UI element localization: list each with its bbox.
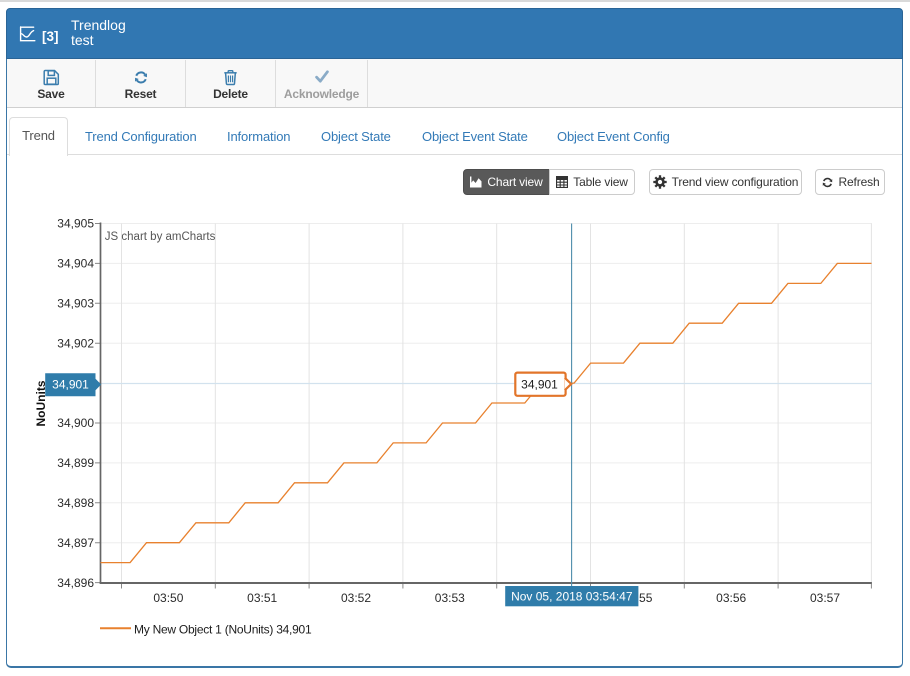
svg-text:NoUnits: NoUnits (34, 380, 48, 426)
svg-text:03:52: 03:52 (341, 591, 371, 605)
svg-text:34,905: 34,905 (57, 217, 94, 231)
svg-text:03:53: 03:53 (435, 591, 465, 605)
svg-text:JS chart by amCharts: JS chart by amCharts (105, 231, 216, 243)
svg-text:34,903: 34,903 (57, 297, 94, 311)
svg-text:03:56: 03:56 (716, 591, 746, 605)
svg-text:34,899: 34,899 (57, 456, 94, 470)
svg-text:34,901: 34,901 (52, 378, 89, 392)
svg-text:03:57: 03:57 (810, 591, 840, 605)
svg-text:34,898: 34,898 (57, 496, 94, 510)
svg-text:34,902: 34,902 (57, 336, 94, 350)
svg-text:03:51: 03:51 (247, 591, 277, 605)
svg-text:34,896: 34,896 (57, 576, 94, 590)
svg-text:Nov 05, 2018 03:54:47: Nov 05, 2018 03:54:47 (511, 590, 633, 604)
svg-text:03:50: 03:50 (153, 591, 183, 605)
svg-text:34,897: 34,897 (57, 536, 94, 550)
svg-text:My New Object 1 (NoUnits) 34,9: My New Object 1 (NoUnits) 34,901 (134, 623, 312, 637)
svg-text:34,904: 34,904 (57, 257, 94, 271)
svg-text:34,901: 34,901 (521, 377, 558, 391)
svg-text:34,900: 34,900 (57, 416, 94, 430)
